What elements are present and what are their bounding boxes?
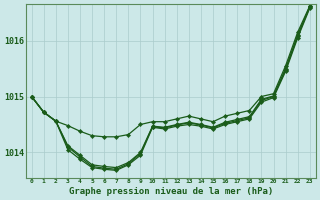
X-axis label: Graphe pression niveau de la mer (hPa): Graphe pression niveau de la mer (hPa) — [68, 187, 273, 196]
